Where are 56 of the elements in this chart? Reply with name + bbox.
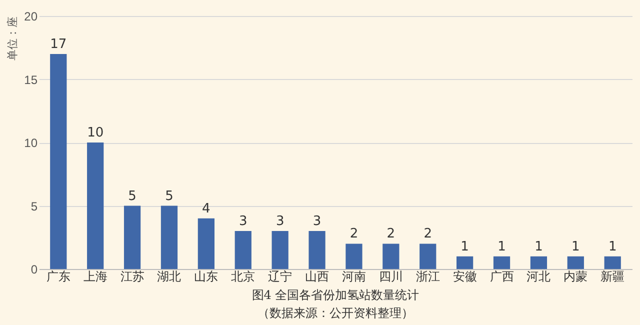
x-tick-label: 安徽 xyxy=(452,270,477,284)
bar xyxy=(530,256,548,269)
x-tick-label: 广东 xyxy=(46,270,70,284)
bar xyxy=(346,244,362,269)
bar xyxy=(50,54,67,269)
y-tick-label: 0 xyxy=(30,262,38,276)
text: 图4 全国各省份加氢站数量统计 xyxy=(252,288,420,302)
x-tick-label: 辽宁 xyxy=(268,270,292,284)
bar xyxy=(456,256,474,269)
x-tick-label: 新疆 xyxy=(600,270,625,284)
x-tick-label: 山东 xyxy=(194,270,218,284)
bar xyxy=(308,231,326,269)
x-tick-label: 河南 xyxy=(342,270,366,284)
x-tick-label: 湖北 xyxy=(157,270,182,284)
bar xyxy=(160,206,178,269)
x-tick-label: 江苏 xyxy=(120,270,144,284)
data-label: 3 xyxy=(238,214,248,230)
bar xyxy=(87,142,104,269)
data-label: 2 xyxy=(350,226,358,242)
data-label: 3 xyxy=(312,214,322,230)
bar xyxy=(382,244,400,269)
x-tick-label: 浙江 xyxy=(416,270,440,284)
data-label: 5 xyxy=(165,188,174,204)
bar xyxy=(604,256,621,269)
y-axis-title: 单位：座 xyxy=(6,16,20,60)
data-label: 1 xyxy=(460,239,469,254)
bar xyxy=(234,231,252,269)
x-tick-label: 上海 xyxy=(83,270,108,284)
x-tick-label: 山西 xyxy=(305,270,330,284)
data-label: 17 xyxy=(50,36,67,52)
data-label: 1 xyxy=(534,239,543,254)
bar xyxy=(272,231,288,269)
x-tick-label: 广西 xyxy=(490,270,514,284)
data-label: 2 xyxy=(386,226,396,242)
bar xyxy=(493,256,510,269)
data-label: 1 xyxy=(608,239,617,254)
y-tick-label: 15 xyxy=(24,72,38,87)
data-label: 5 xyxy=(128,188,136,204)
data-label: 1 xyxy=(498,239,506,254)
data-label: 1 xyxy=(572,239,580,254)
bar xyxy=(124,206,141,269)
bar xyxy=(567,256,584,269)
x-tick-label: 内蒙 xyxy=(564,270,588,284)
data-label: 4 xyxy=(202,201,210,216)
data-label: 10 xyxy=(87,126,104,140)
bar xyxy=(198,218,214,269)
text: （数据来源：公开资料整理） xyxy=(258,306,414,320)
y-tick-label: 10 xyxy=(24,136,38,150)
bar xyxy=(420,244,436,269)
y-tick-label: 5 xyxy=(30,199,38,214)
x-tick-label: 河北 xyxy=(526,270,551,284)
data-label: 3 xyxy=(276,214,284,230)
y-tick-label: 20 xyxy=(24,10,38,24)
data-label: 2 xyxy=(424,226,432,242)
x-tick-label: 北京 xyxy=(231,270,256,284)
x-tick-label: 四川 xyxy=(378,270,403,284)
